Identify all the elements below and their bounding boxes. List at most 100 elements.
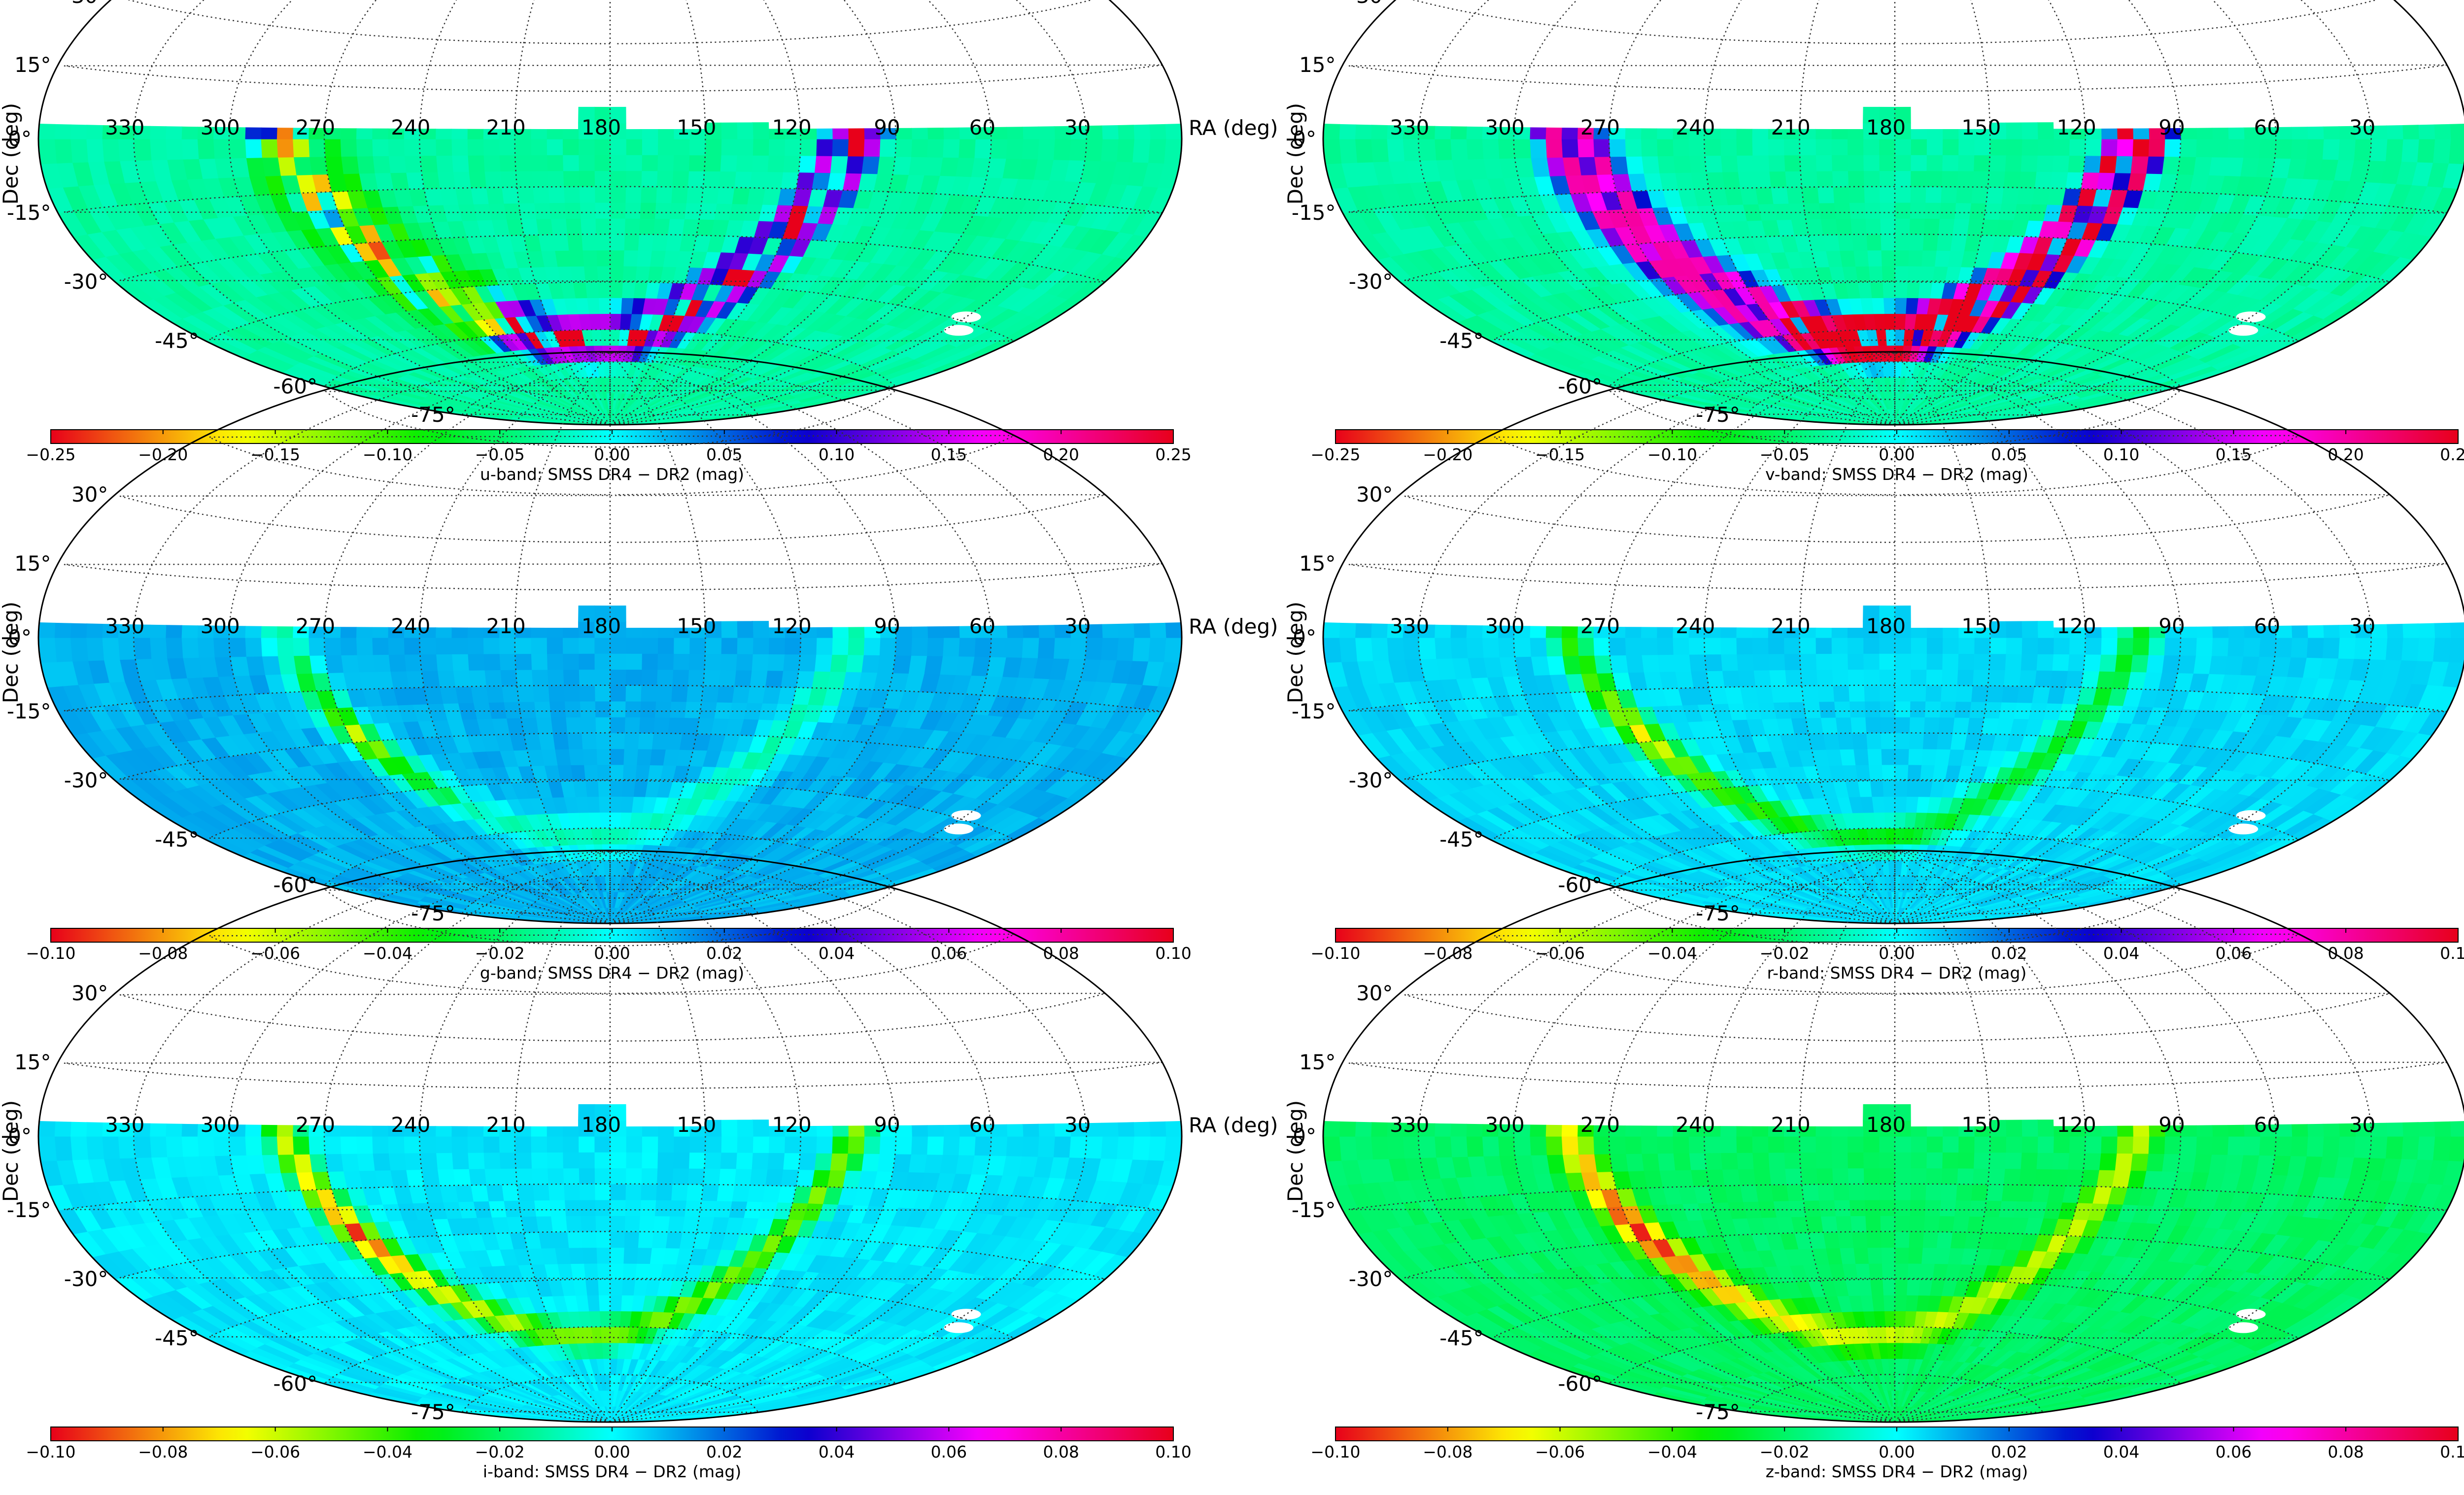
heatmap-cell bbox=[595, 218, 611, 235]
heatmap-cell bbox=[598, 297, 611, 314]
heatmap-cell bbox=[535, 218, 553, 236]
heatmap-cell bbox=[355, 637, 373, 655]
heatmap-cell bbox=[1907, 266, 1922, 282]
heatmap-cell bbox=[584, 780, 599, 797]
dec-tick-label: -30° bbox=[64, 270, 108, 294]
heatmap-cell bbox=[1869, 281, 1884, 299]
heatmap-cell bbox=[2020, 155, 2038, 172]
heatmap-cell bbox=[1923, 218, 1940, 235]
heatmap-cell bbox=[485, 187, 504, 204]
heatmap-cell bbox=[578, 170, 595, 187]
heatmap-cell bbox=[699, 203, 717, 220]
heatmap-cell bbox=[435, 637, 452, 655]
heatmap-cell bbox=[641, 628, 658, 638]
heatmap-cell bbox=[501, 685, 519, 703]
heatmap-cell bbox=[1816, 186, 1835, 204]
heatmap-cell bbox=[552, 733, 569, 750]
heatmap-cell bbox=[181, 637, 199, 658]
heatmap-cell bbox=[2416, 138, 2435, 163]
heatmap-cell bbox=[1970, 685, 1988, 702]
heatmap-cell bbox=[2146, 156, 2164, 174]
heatmap-cell bbox=[1939, 202, 1956, 219]
ra-tick-label: 300 bbox=[1485, 115, 1525, 139]
heatmap-cell bbox=[688, 653, 706, 670]
colorbar-tick-label: 0.10 bbox=[2103, 445, 2139, 464]
dec-tick-label: -45° bbox=[1439, 329, 1484, 353]
heatmap-cell bbox=[276, 138, 294, 158]
heatmap-cell bbox=[1354, 138, 1373, 163]
heatmap-cell bbox=[1851, 234, 1868, 251]
ra-tick-label: 270 bbox=[296, 614, 335, 638]
heatmap-cell bbox=[562, 154, 579, 171]
heatmap-cell bbox=[1837, 234, 1854, 251]
heatmap-cell bbox=[1936, 234, 1953, 251]
heatmap-cell bbox=[1117, 125, 1134, 139]
colorbar-tick-label: 0.05 bbox=[1991, 445, 2027, 464]
heatmap-cell bbox=[943, 626, 960, 638]
ra-tick-label: 120 bbox=[772, 115, 812, 139]
graticule-parallel bbox=[119, 0, 1105, 44]
heatmap-cell bbox=[799, 637, 817, 655]
heatmap-cell bbox=[747, 686, 766, 704]
heatmap-cell bbox=[563, 186, 580, 203]
dec-tick-label: -15° bbox=[7, 201, 51, 225]
no-data-gap bbox=[944, 823, 974, 835]
heatmap-cell bbox=[568, 748, 584, 766]
heatmap-cell bbox=[2005, 122, 2022, 139]
heatmap-cell bbox=[1940, 186, 1957, 204]
heatmap-cell bbox=[372, 637, 389, 655]
dec-tick-label: 30° bbox=[71, 0, 108, 8]
colorbar-label: v-band: SMSS DR4 − DR2 (mag) bbox=[1765, 465, 2028, 484]
heatmap-cell bbox=[277, 157, 297, 176]
heatmap-cell bbox=[1894, 361, 1902, 378]
heatmap-cell bbox=[1909, 716, 1925, 734]
heatmap-cell bbox=[1906, 281, 1920, 299]
heatmap-cell bbox=[1803, 203, 1821, 220]
heatmap-cell bbox=[924, 157, 943, 176]
heatmap-cell bbox=[2208, 655, 2228, 675]
heatmap-cell bbox=[1101, 623, 1119, 638]
heatmap-cell bbox=[1751, 129, 1769, 139]
colorbar-tick-label: −0.15 bbox=[1535, 445, 1585, 464]
heatmap-cell bbox=[610, 653, 626, 670]
heatmap-cell bbox=[1497, 138, 1515, 159]
heatmap-cell bbox=[894, 637, 912, 656]
heatmap-cell bbox=[1434, 138, 1452, 161]
heatmap-cell bbox=[514, 637, 531, 654]
heatmap-cell bbox=[2227, 138, 2245, 158]
heatmap-cell bbox=[244, 637, 262, 657]
heatmap-cell bbox=[1053, 637, 1071, 659]
heatmap-cell bbox=[720, 138, 738, 156]
heatmap-cell bbox=[340, 637, 357, 656]
heatmap-cell bbox=[419, 138, 437, 156]
graticule-meridian bbox=[514, 0, 611, 425]
heatmap-cell bbox=[133, 637, 152, 660]
heatmap-cell bbox=[1815, 129, 1832, 139]
heatmap-cell bbox=[599, 313, 611, 330]
heatmap-cell bbox=[877, 156, 896, 175]
heatmap-cell bbox=[752, 122, 769, 139]
heatmap-cell bbox=[1988, 154, 2006, 172]
heatmap-cell bbox=[1721, 171, 1741, 189]
heatmap-cell bbox=[1932, 266, 1948, 283]
heatmap-cell bbox=[2337, 637, 2356, 659]
graticule-parallel bbox=[208, 281, 1015, 342]
no-data-gap bbox=[951, 810, 981, 821]
heatmap-cell bbox=[1576, 138, 1595, 158]
heatmap-cell bbox=[736, 637, 753, 654]
heatmap-cell bbox=[1906, 780, 1920, 797]
heatmap-cell bbox=[1786, 187, 1804, 204]
heatmap-cell bbox=[655, 186, 673, 204]
heatmap-cell bbox=[1942, 138, 1959, 156]
heatmap-cell bbox=[1917, 780, 1933, 797]
heatmap-cell bbox=[1815, 138, 1832, 156]
no-data-gap bbox=[951, 311, 981, 323]
heatmap-cell bbox=[861, 654, 880, 673]
ra-tick-label: 330 bbox=[105, 614, 144, 638]
heatmap-cell bbox=[1909, 701, 1926, 717]
heatmap-cell bbox=[181, 138, 199, 160]
heatmap-cell bbox=[1925, 685, 1942, 702]
heatmap-cell bbox=[610, 732, 625, 749]
heatmap-cell bbox=[552, 234, 569, 251]
heatmap-cell bbox=[673, 138, 690, 156]
